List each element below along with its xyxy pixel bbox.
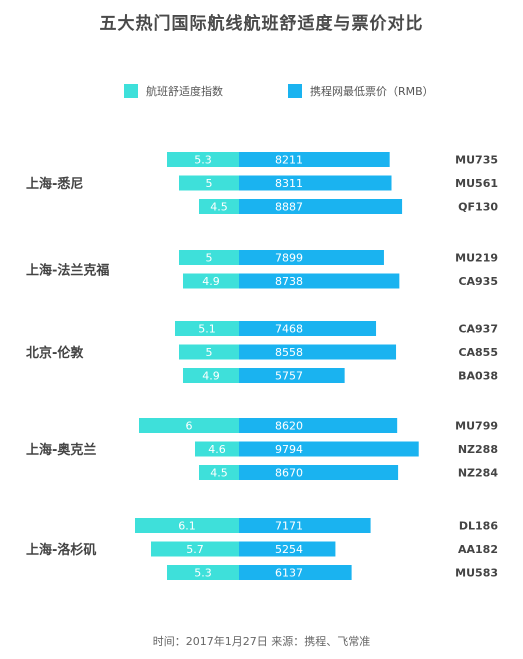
price-bar — [239, 565, 352, 580]
price-value-label: 7468 — [275, 323, 303, 336]
flight-number-label: MU735 — [455, 154, 498, 167]
legend-label-price: 携程网最低票价（RMB） — [310, 85, 434, 98]
comfort-value-label: 5 — [206, 177, 213, 190]
comfort-bar — [179, 175, 239, 191]
comfort-value-label: 4.6 — [208, 443, 226, 456]
flight-number-label: BA038 — [458, 370, 498, 383]
flight-number-label: MU561 — [455, 177, 498, 190]
comfort-value-label: 4.9 — [202, 370, 220, 383]
price-value-label: 5757 — [275, 370, 303, 383]
comfort-value-label: 4.5 — [210, 467, 228, 480]
comfort-bar — [175, 321, 239, 336]
flight-number-label: CA935 — [458, 275, 498, 288]
price-value-label: 8211 — [275, 154, 303, 167]
price-value-label: 7171 — [275, 520, 303, 533]
legend-price: 携程网最低票价（RMB） — [288, 84, 434, 98]
route-label: 上海-法兰克福 — [26, 262, 109, 278]
price-bar — [239, 344, 397, 360]
price-bar — [239, 175, 392, 191]
price-bar — [239, 368, 345, 383]
flight-number-label: NZ288 — [458, 443, 498, 456]
flight-number-label: MU583 — [455, 567, 498, 580]
comfort-bar — [167, 565, 239, 580]
comfort-value-label: 5 — [206, 346, 213, 359]
flight-number-label: AA182 — [458, 543, 498, 556]
comfort-bar — [135, 518, 239, 533]
comfort-bar — [179, 344, 239, 360]
price-bar — [239, 465, 399, 480]
price-value-label: 9794 — [275, 443, 303, 456]
comfort-bar — [183, 368, 239, 383]
price-bar — [239, 441, 419, 457]
price-value-label: 8887 — [275, 201, 303, 214]
comfort-value-label: 5.7 — [186, 543, 204, 556]
flight-number-label: MU799 — [455, 420, 498, 433]
comfort-bar — [199, 199, 239, 214]
price-bar — [239, 250, 384, 265]
price-bar — [239, 273, 400, 289]
comfort-bar — [179, 250, 239, 265]
price-value-label: 8311 — [275, 177, 303, 190]
price-value-label: 8738 — [275, 275, 303, 288]
comfort-bar — [199, 465, 239, 480]
price-bar — [239, 418, 398, 433]
route-label: 上海-洛杉矶 — [26, 542, 96, 558]
comfort-bar — [151, 541, 239, 557]
comfort-bar — [167, 152, 239, 167]
comfort-bar — [139, 418, 239, 433]
legend-swatch-price — [288, 84, 302, 98]
comfort-value-label: 5.3 — [194, 154, 212, 167]
flight-number-label: CA855 — [458, 346, 498, 359]
legend-comfort: 航班舒适度指数 — [124, 84, 223, 98]
flight-number-label: DL186 — [459, 520, 498, 533]
comfort-value-label: 5.3 — [194, 567, 212, 580]
flight-number-label: CA937 — [458, 323, 498, 336]
price-bar — [239, 321, 377, 336]
price-value-label: 6137 — [275, 567, 303, 580]
price-bar — [239, 518, 371, 533]
price-bar — [239, 541, 336, 557]
comfort-value-label: 4.9 — [202, 275, 220, 288]
comfort-value-label: 6 — [186, 420, 193, 433]
route-label: 上海-奥克兰 — [26, 442, 96, 458]
flight-number-label: QF130 — [458, 201, 498, 214]
price-bar — [239, 152, 390, 167]
flight-number-label: MU219 — [455, 252, 498, 265]
chart-title: 五大热门国际航线航班舒适度与票价对比 — [99, 14, 424, 34]
comfort-value-label: 4.5 — [210, 201, 228, 214]
price-value-label: 8558 — [275, 346, 303, 359]
source-footer: 时间：2017年1月27日 来源：携程、飞常准 — [152, 635, 371, 648]
price-bar — [239, 199, 403, 214]
price-value-label: 7899 — [275, 252, 303, 265]
comfort-value-label: 6.1 — [178, 520, 196, 533]
comfort-value-label: 5 — [206, 252, 213, 265]
flight-number-label: NZ284 — [458, 467, 498, 480]
legend-swatch-comfort — [124, 84, 138, 98]
price-value-label: 5254 — [275, 543, 303, 556]
route-label: 上海-悉尼 — [26, 176, 83, 192]
route-label: 北京-伦敦 — [26, 345, 84, 361]
comfort-bar — [195, 441, 239, 457]
legend-label-comfort: 航班舒适度指数 — [146, 85, 223, 98]
comfort-bar — [183, 273, 239, 289]
price-value-label: 8670 — [275, 467, 303, 480]
price-value-label: 8620 — [275, 420, 303, 433]
comfort-value-label: 5.1 — [198, 323, 216, 336]
